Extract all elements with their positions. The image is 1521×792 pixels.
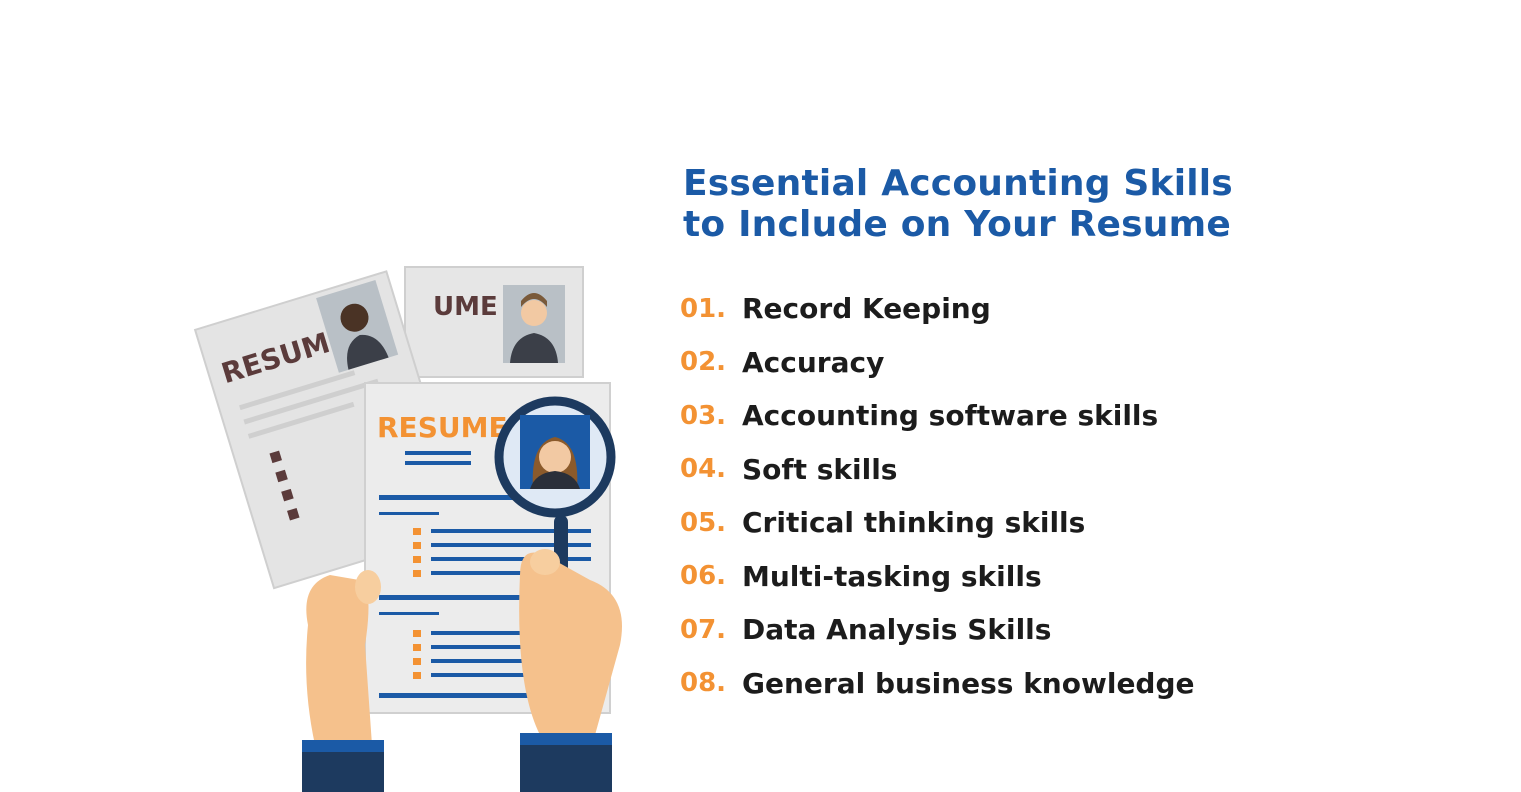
skill-label: Record Keeping bbox=[742, 292, 991, 326]
skill-number: 06. bbox=[680, 561, 727, 592]
list-item: 04. Soft skills bbox=[680, 443, 1195, 497]
skill-number: 01. bbox=[680, 293, 727, 324]
right-hand-icon bbox=[519, 549, 622, 792]
resume-front-label: RESUME bbox=[377, 411, 508, 444]
skill-number: 02. bbox=[680, 347, 727, 378]
resume-review-illustration: UME RESUME RESUME bbox=[190, 225, 650, 792]
resume-back-right-label: UME bbox=[433, 292, 498, 322]
skill-number: 08. bbox=[680, 668, 727, 699]
list-item: 08. General business knowledge bbox=[680, 657, 1195, 711]
list-item: 03. Accounting software skills bbox=[680, 389, 1195, 443]
skill-number: 07. bbox=[680, 614, 727, 645]
skill-label: Critical thinking skills bbox=[742, 506, 1086, 540]
left-hand-icon bbox=[302, 570, 384, 792]
resume-sheet-back-right: UME bbox=[404, 266, 584, 378]
skill-label: Multi-tasking skills bbox=[742, 559, 1042, 593]
skill-label: Data Analysis Skills bbox=[742, 613, 1052, 647]
list-item: 06. Multi-tasking skills bbox=[680, 550, 1195, 604]
skill-list: 01. Record Keeping 02. Accuracy 03. Acco… bbox=[680, 282, 1195, 710]
title-line-2: to Include on Your Resume bbox=[683, 204, 1231, 245]
skill-number: 04. bbox=[680, 454, 727, 485]
skill-label: Accounting software skills bbox=[742, 399, 1159, 433]
page-title: Essential Accounting Skills to Include o… bbox=[683, 163, 1233, 245]
magnifying-glass-icon bbox=[494, 396, 616, 625]
list-item: 02. Accuracy bbox=[680, 336, 1195, 390]
skill-number: 05. bbox=[680, 507, 727, 538]
list-item: 01. Record Keeping bbox=[680, 282, 1195, 336]
skill-label: Soft skills bbox=[742, 452, 898, 486]
skill-label: General business knowledge bbox=[742, 666, 1195, 700]
list-item: 05. Critical thinking skills bbox=[680, 496, 1195, 550]
skill-label: Accuracy bbox=[742, 345, 885, 379]
title-line-1: Essential Accounting Skills bbox=[683, 163, 1233, 204]
skill-number: 03. bbox=[680, 400, 727, 431]
list-item: 07. Data Analysis Skills bbox=[680, 603, 1195, 657]
